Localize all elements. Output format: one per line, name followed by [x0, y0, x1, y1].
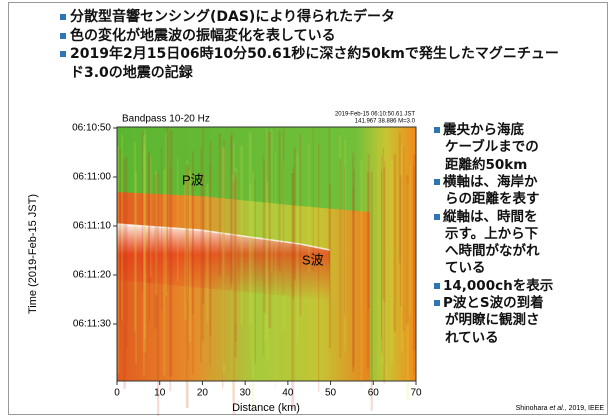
y-tick-label: 06:11:10: [73, 221, 112, 232]
texture-stripe: [169, 167, 171, 391]
y-tick-label: 06:11:20: [73, 270, 112, 281]
credit-part: , 2019, IEEE: [565, 405, 605, 412]
texture-stripe: [265, 129, 267, 341]
texture-stripe: [361, 161, 363, 386]
texture-stripe: [230, 136, 232, 289]
plot-meta: 141.967 38.886 M=3.0: [355, 119, 416, 125]
texture-stripe: [222, 148, 225, 374]
x-axis-label: Distance (km): [232, 402, 300, 414]
texture-stripe: [145, 135, 146, 352]
texture-stripe: [148, 154, 151, 283]
y-tick-label: 06:11:00: [73, 172, 112, 183]
texture-stripe: [391, 160, 394, 363]
texture-stripe: [142, 131, 143, 291]
texture-stripe: [413, 167, 414, 375]
texture-stripe: [249, 132, 252, 324]
texture-stripe: [271, 129, 273, 273]
texture-stripe: [263, 155, 264, 356]
x-tick-label: 40: [282, 388, 294, 399]
texture-stripe: [410, 164, 411, 315]
texture-stripe: [381, 170, 382, 338]
texture-stripe: [297, 153, 299, 343]
x-tick-label: 50: [325, 388, 337, 399]
texture-stripe: [163, 169, 165, 375]
y-tick-label: 06:11:30: [73, 319, 112, 330]
texture-stripe: [328, 128, 329, 264]
texture-stripe: [123, 159, 126, 389]
texture-stripe: [189, 170, 191, 342]
texture-stripe: [161, 147, 162, 310]
credit-part: et al.: [550, 405, 565, 412]
texture-stripe: [264, 161, 265, 313]
texture-stripe: [300, 134, 302, 316]
texture-stripe: [119, 149, 121, 326]
x-tick-label: 70: [410, 388, 422, 399]
texture-stripe: [143, 145, 145, 352]
texture-stripe: [165, 133, 167, 296]
texture-stripe: [134, 142, 136, 331]
texture-stripe: [192, 174, 194, 374]
texture-stripe: [352, 186, 353, 367]
texture-stripe: [157, 170, 159, 415]
page: 分散型音響センシング(DAS)により得られたデータ色の変化が地震波の振幅変化を表…: [0, 0, 616, 420]
texture-stripe: [406, 175, 409, 325]
texture-stripe: [318, 144, 319, 392]
texture-stripe: [252, 171, 254, 412]
plot-meta: 2019-Feb-15 06:10:50.61 JST: [335, 112, 415, 118]
texture-stripe: [202, 127, 204, 341]
texture-stripe: [399, 132, 401, 263]
texture-stripe: [235, 177, 236, 342]
texture-stripe: [313, 127, 314, 271]
texture-stripe: [291, 173, 294, 409]
texture-stripe: [378, 137, 379, 366]
texture-stripe: [339, 159, 341, 358]
texture-stripe: [206, 184, 208, 323]
x-tick-label: 30: [240, 388, 252, 399]
texture-stripe: [371, 172, 373, 411]
texture-stripe: [233, 142, 235, 382]
y-tick-label: 06:10:50: [72, 123, 111, 134]
texture-stripe: [219, 133, 221, 276]
texture-stripe: [121, 135, 123, 321]
annotation: S波: [302, 252, 324, 267]
x-tick-label: 10: [154, 388, 166, 399]
texture-stripe: [393, 154, 396, 331]
texture-stripe: [268, 132, 271, 329]
texture-stripe: [344, 140, 346, 351]
texture-stripe: [240, 146, 243, 326]
plot: Bandpass 10-20 Hz 2019-Feb-15 06:10:50.6…: [0, 0, 616, 420]
texture-stripe: [383, 167, 385, 383]
texture-stripe: [255, 179, 256, 364]
credit: Shinohara et al., 2019, IEEE: [516, 405, 605, 412]
y-axis-label: Time (2019-Feb-15 JST): [27, 194, 39, 314]
x-tick-label: 20: [197, 388, 209, 399]
texture-stripe: [177, 159, 179, 282]
texture-stripe: [279, 130, 281, 270]
credit-part: Shinohara: [516, 405, 550, 412]
texture-stripe: [275, 152, 276, 389]
texture-stripe: [210, 164, 211, 366]
texture-stripe: [401, 145, 404, 352]
texture-stripe: [126, 157, 128, 348]
texture-stripe: [283, 161, 284, 332]
x-tick-label: 0: [114, 388, 120, 399]
texture-stripe: [118, 146, 120, 374]
annotation: P波: [182, 172, 204, 187]
x-tick-label: 60: [368, 388, 380, 399]
texture-stripe: [184, 174, 186, 320]
texture-stripe: [367, 172, 369, 369]
plot-title: Bandpass 10-20 Hz: [122, 114, 210, 125]
